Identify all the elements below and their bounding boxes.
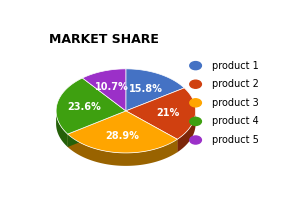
Text: 28.9%: 28.9% bbox=[106, 131, 140, 141]
Text: product 2: product 2 bbox=[212, 79, 259, 89]
Polygon shape bbox=[126, 111, 177, 152]
Circle shape bbox=[190, 80, 201, 88]
Polygon shape bbox=[126, 111, 177, 152]
Polygon shape bbox=[126, 69, 184, 111]
Text: product 5: product 5 bbox=[212, 135, 259, 145]
Polygon shape bbox=[68, 111, 126, 147]
Text: 10.7%: 10.7% bbox=[95, 82, 129, 92]
Polygon shape bbox=[68, 111, 126, 147]
Polygon shape bbox=[177, 111, 196, 152]
Polygon shape bbox=[126, 88, 196, 139]
Text: 15.8%: 15.8% bbox=[129, 84, 163, 94]
Text: product 3: product 3 bbox=[212, 98, 259, 108]
Circle shape bbox=[190, 62, 201, 70]
Polygon shape bbox=[82, 69, 126, 111]
Text: product 1: product 1 bbox=[212, 61, 259, 71]
Circle shape bbox=[190, 136, 201, 144]
Text: 23.6%: 23.6% bbox=[68, 102, 101, 112]
Polygon shape bbox=[68, 111, 177, 153]
Polygon shape bbox=[56, 111, 68, 147]
Text: MARKET SHARE: MARKET SHARE bbox=[49, 33, 159, 46]
Text: product 4: product 4 bbox=[212, 116, 259, 126]
Polygon shape bbox=[56, 78, 126, 134]
Circle shape bbox=[190, 99, 201, 107]
Polygon shape bbox=[68, 134, 177, 166]
Circle shape bbox=[190, 117, 201, 125]
Text: 21%: 21% bbox=[156, 108, 179, 118]
